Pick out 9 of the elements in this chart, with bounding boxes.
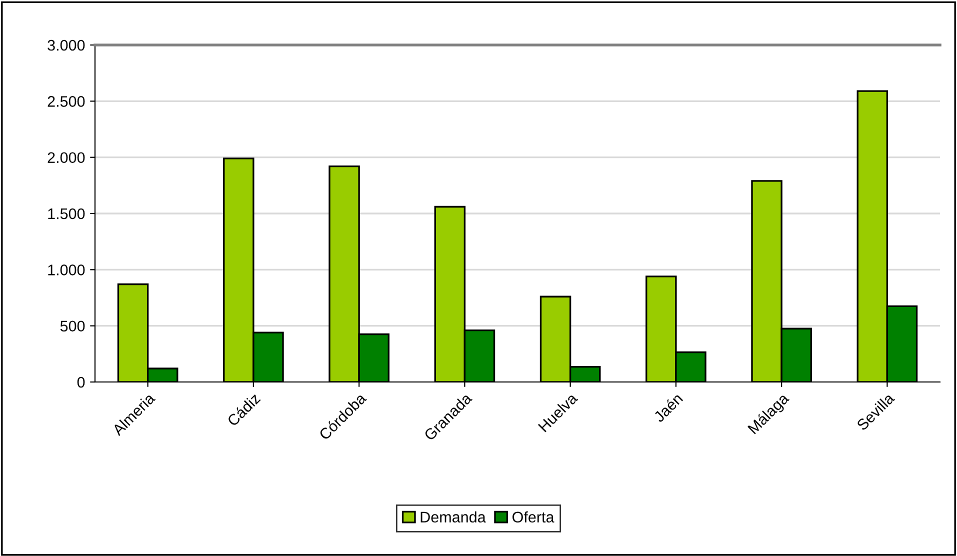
legend-label: Oferta <box>512 511 554 523</box>
legend-label: Demanda <box>420 511 486 523</box>
y-tick-label: 1.500 <box>48 208 85 220</box>
y-tick-label: 2.500 <box>48 96 85 107</box>
y-tick-label: 0 <box>77 376 85 388</box>
y-tick-label: 3.000 <box>48 40 85 51</box>
y-tick-label: 2.000 <box>48 152 85 164</box>
y-tick-label: 1.000 <box>48 264 85 276</box>
y-tick-label: 500 <box>60 320 85 332</box>
